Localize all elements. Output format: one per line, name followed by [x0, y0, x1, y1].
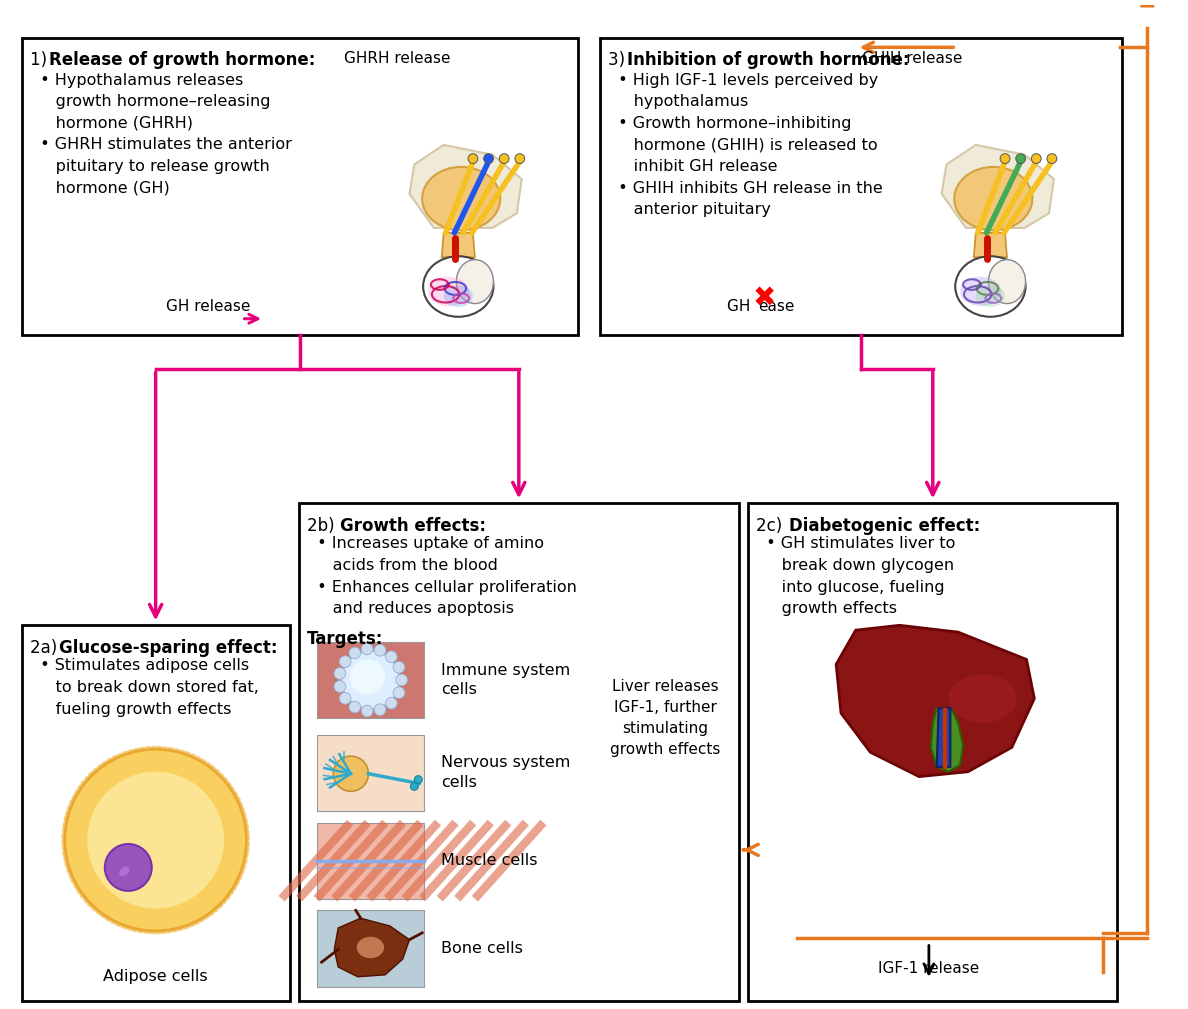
Text: Liver releases
IGF-1, further
stimulating
growth effects: Liver releases IGF-1, further stimulatin…	[611, 679, 720, 757]
Text: • Increases uptake of amino
     acids from the blood
  • Enhances cellular prol: • Increases uptake of amino acids from t…	[307, 537, 577, 616]
Text: Immune system
cells: Immune system cells	[441, 663, 570, 697]
Ellipse shape	[988, 259, 1025, 304]
Circle shape	[1031, 153, 1041, 163]
FancyBboxPatch shape	[21, 37, 579, 335]
Polygon shape	[442, 233, 475, 257]
Text: GH: GH	[727, 299, 756, 314]
Polygon shape	[334, 918, 410, 977]
Circle shape	[484, 153, 493, 163]
Circle shape	[340, 656, 350, 668]
Circle shape	[514, 153, 525, 163]
Polygon shape	[936, 708, 950, 767]
Text: Diabetogenic effect:: Diabetogenic effect:	[789, 517, 980, 535]
FancyBboxPatch shape	[317, 822, 424, 899]
Circle shape	[1047, 153, 1057, 163]
FancyBboxPatch shape	[748, 503, 1118, 1001]
Ellipse shape	[119, 867, 129, 876]
Circle shape	[349, 701, 361, 713]
Circle shape	[65, 750, 246, 931]
Circle shape	[1016, 153, 1025, 163]
Ellipse shape	[422, 166, 500, 230]
Text: IGF-1 release: IGF-1 release	[878, 961, 980, 976]
FancyBboxPatch shape	[317, 735, 424, 811]
Text: • GH stimulates liver to
     break down glycogen
     into glucose, fueling
   : • GH stimulates liver to break down glyc…	[756, 537, 955, 616]
Text: Nervous system
cells: Nervous system cells	[441, 756, 570, 790]
Ellipse shape	[975, 286, 1005, 307]
Circle shape	[340, 692, 350, 704]
Text: GHRH release: GHRH release	[345, 51, 450, 67]
Text: 2b): 2b)	[307, 517, 340, 535]
Ellipse shape	[443, 286, 473, 307]
Circle shape	[1000, 153, 1010, 163]
Circle shape	[499, 153, 508, 163]
Text: Glucose-sparing effect:: Glucose-sparing effect:	[59, 639, 278, 657]
Circle shape	[374, 704, 386, 715]
Circle shape	[385, 697, 397, 709]
FancyBboxPatch shape	[317, 642, 424, 718]
Text: Bone cells: Bone cells	[441, 941, 523, 956]
Polygon shape	[974, 233, 1007, 257]
Ellipse shape	[423, 256, 493, 317]
Circle shape	[361, 643, 373, 655]
Circle shape	[334, 681, 346, 692]
Circle shape	[72, 757, 239, 923]
Circle shape	[410, 783, 418, 790]
Polygon shape	[942, 145, 1054, 228]
Text: • Hypothalamus releases
     growth hormone–releasing
     hormone (GHRH)
  • GH: • Hypothalamus releases growth hormone–r…	[30, 73, 291, 196]
Polygon shape	[836, 626, 1035, 777]
Text: • Stimulates adipose cells
     to break down stored fat,
     fueling growth ef: • Stimulates adipose cells to break down…	[30, 659, 259, 716]
Text: ✖: ✖	[752, 284, 776, 312]
Text: Inhibition of growth hormone:: Inhibition of growth hormone:	[627, 51, 910, 70]
Text: Muscle cells: Muscle cells	[441, 853, 537, 868]
Text: Adipose cells: Adipose cells	[103, 969, 208, 984]
Text: 1): 1)	[30, 51, 52, 70]
Polygon shape	[410, 145, 522, 228]
Circle shape	[468, 153, 478, 163]
Text: Growth effects:: Growth effects:	[340, 517, 486, 535]
Circle shape	[1131, 0, 1162, 22]
Text: 3): 3)	[608, 51, 630, 70]
Text: Targets:: Targets:	[307, 631, 384, 648]
Ellipse shape	[428, 276, 469, 306]
Ellipse shape	[948, 674, 1017, 722]
Circle shape	[374, 645, 386, 656]
Circle shape	[393, 687, 405, 698]
Ellipse shape	[960, 276, 1001, 306]
Circle shape	[361, 705, 373, 717]
Circle shape	[349, 647, 361, 659]
Text: GH release: GH release	[166, 299, 251, 314]
FancyBboxPatch shape	[317, 910, 424, 987]
FancyBboxPatch shape	[299, 503, 739, 1001]
Polygon shape	[931, 708, 963, 772]
Ellipse shape	[356, 936, 384, 959]
Circle shape	[385, 651, 397, 663]
Circle shape	[334, 756, 368, 791]
Text: 2c): 2c)	[756, 517, 788, 535]
Circle shape	[415, 776, 422, 783]
Circle shape	[341, 651, 399, 709]
Text: 2a): 2a)	[30, 639, 62, 657]
Circle shape	[350, 660, 385, 694]
FancyBboxPatch shape	[21, 626, 290, 1001]
Text: Release of growth hormone:: Release of growth hormone:	[49, 51, 316, 70]
Circle shape	[105, 844, 152, 891]
Text: • High IGF-1 levels perceived by
     hypothalamus
  • Growth hormone–inhibiting: • High IGF-1 levels perceived by hypotha…	[608, 73, 883, 217]
Ellipse shape	[954, 166, 1032, 230]
Circle shape	[87, 772, 225, 908]
Circle shape	[396, 674, 407, 686]
Text: ease: ease	[758, 299, 795, 314]
Text: GHIH release: GHIH release	[861, 51, 962, 67]
FancyBboxPatch shape	[600, 37, 1123, 335]
Circle shape	[393, 662, 405, 673]
Ellipse shape	[955, 256, 1025, 317]
Text: −: −	[1137, 0, 1156, 16]
Circle shape	[334, 668, 346, 679]
Ellipse shape	[456, 259, 493, 304]
